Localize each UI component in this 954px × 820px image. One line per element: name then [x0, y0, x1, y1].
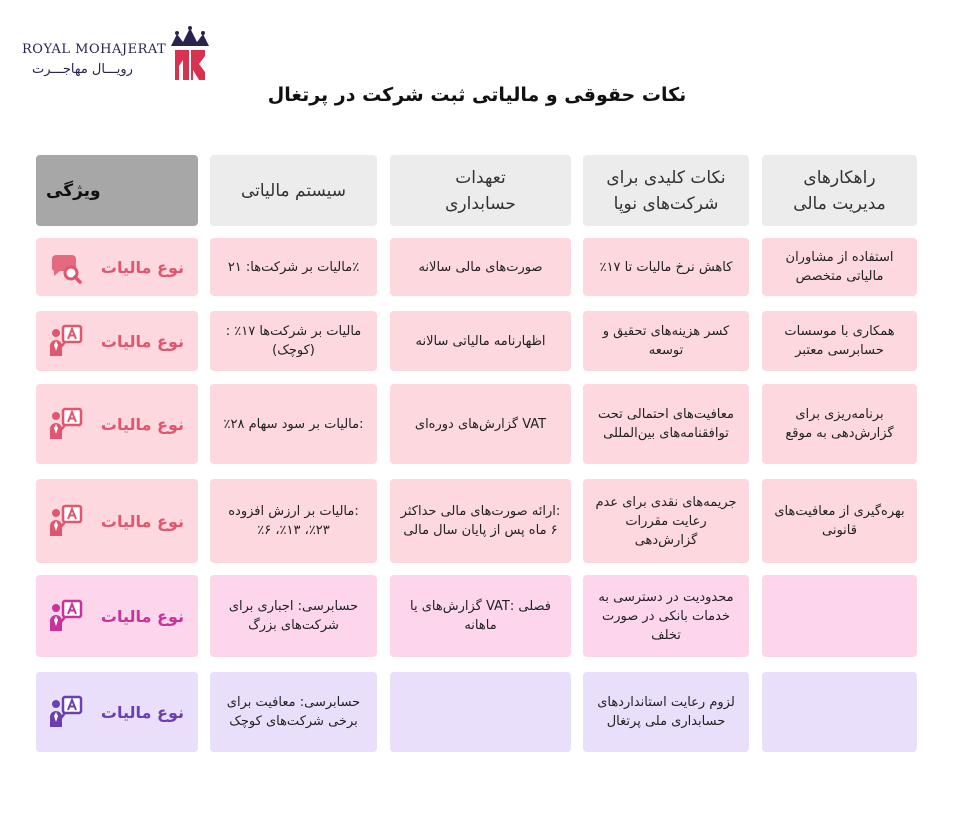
header-feature: ویژگی — [36, 155, 198, 226]
header-accounting: تعهدات حسابداری — [390, 155, 571, 226]
cell-tax-system: :مالیات بر ارزش افزوده ۲۳٪، ۱۳٪، ۶٪ — [210, 479, 377, 563]
cell-startups: کسر هزینه‌های تحقیق و توسعه — [583, 311, 749, 371]
person-document-icon — [48, 694, 84, 730]
cell-startups: جریمه‌های نقدی برای عدم رعایت مقررات گزا… — [583, 479, 749, 563]
cell-tax-system: :مالیات بر سود سهام ۲۸٪ — [210, 384, 377, 464]
row-label: نوع مالیات — [100, 331, 184, 351]
cell-tax-system: ٪مالیات بر شرکت‌ها: ۲۱ — [210, 238, 377, 296]
cell-accounting — [390, 672, 571, 752]
crown-monogram-icon — [171, 26, 209, 80]
row-label: نوع مالیات — [100, 257, 184, 277]
person-document-icon — [48, 598, 84, 634]
person-document-icon — [48, 406, 84, 442]
cell-tax-system: مالیات بر شرکت‌ها ۱۷٪ :(کوچک) — [210, 311, 377, 371]
row-label: نوع مالیات — [100, 606, 184, 626]
cell-accounting: اظهارنامه مالیاتی سالانه — [390, 311, 571, 371]
cell-strategies: برنامه‌ریزی برای گزارش‌دهی به موقع — [762, 384, 917, 464]
row-label-cell: نوع مالیات — [36, 575, 198, 657]
header-strategies: راهکارهای مدیریت مالی — [762, 155, 917, 226]
row-label-cell: نوع مالیات — [36, 384, 198, 464]
logo-text-fa: رویـــال مهاجـــرت — [32, 62, 133, 77]
cell-accounting: فصلی :VAT گزارش‌های یا ماهانه — [390, 575, 571, 657]
row-label: نوع مالیات — [100, 414, 184, 434]
row-label-cell: نوع مالیات — [36, 672, 198, 752]
row-label-cell: نوع مالیات — [36, 311, 198, 371]
row-label: نوع مالیات — [100, 702, 184, 722]
page-title: نکات حقوقی و مالیاتی ثبت شرکت در پرتغال — [267, 84, 687, 106]
header-startups: نکات کلیدی برای شرکت‌های نوپا — [583, 155, 749, 226]
cell-tax-system: حسابرسی: معافیت برای برخی شرکت‌های کوچک — [210, 672, 377, 752]
cell-strategies: همکاری با موسسات حسابرسی معتبر — [762, 311, 917, 371]
cell-accounting: :ارائه صورت‌های مالی حداکثر ۶ ماه پس از … — [390, 479, 571, 563]
cell-strategies: بهره‌گیری از معافیت‌های قانونی — [762, 479, 917, 563]
cell-startups: محدودیت در دسترسی به خدمات بانکی در صورت… — [583, 575, 749, 657]
chat-search-icon — [48, 249, 84, 285]
cell-startups: لزوم رعایت استانداردهای حسابداری ملی پرت… — [583, 672, 749, 752]
cell-startups: معافیت‌های احتمالی تحت توافقنامه‌های بین… — [583, 384, 749, 464]
cell-tax-system: حسابرسی: اجباری برای شرکت‌های بزرگ — [210, 575, 377, 657]
cell-accounting: صورت‌های مالی سالانه — [390, 238, 571, 296]
header-tax-system: سیستم مالیاتی — [210, 155, 377, 226]
row-label-cell: نوع مالیات — [36, 479, 198, 563]
person-document-icon — [48, 503, 84, 539]
logo-text-en: ROYAL MOHAJERAT — [22, 42, 167, 57]
cell-strategies — [762, 672, 917, 752]
cell-accounting: VAT گزارش‌های دوره‌ای — [390, 384, 571, 464]
row-label-cell: نوع مالیات — [36, 238, 198, 296]
row-label: نوع مالیات — [100, 511, 184, 531]
brand-logo: ROYAL MOHAJERAT رویـــال مهاجـــرت — [22, 26, 212, 86]
cell-strategies — [762, 575, 917, 657]
cell-strategies: استفاده از مشاوران مالیاتی متخصص — [762, 238, 917, 296]
cell-startups: کاهش نرخ مالیات تا ۱۷٪ — [583, 238, 749, 296]
person-document-icon — [48, 323, 84, 359]
